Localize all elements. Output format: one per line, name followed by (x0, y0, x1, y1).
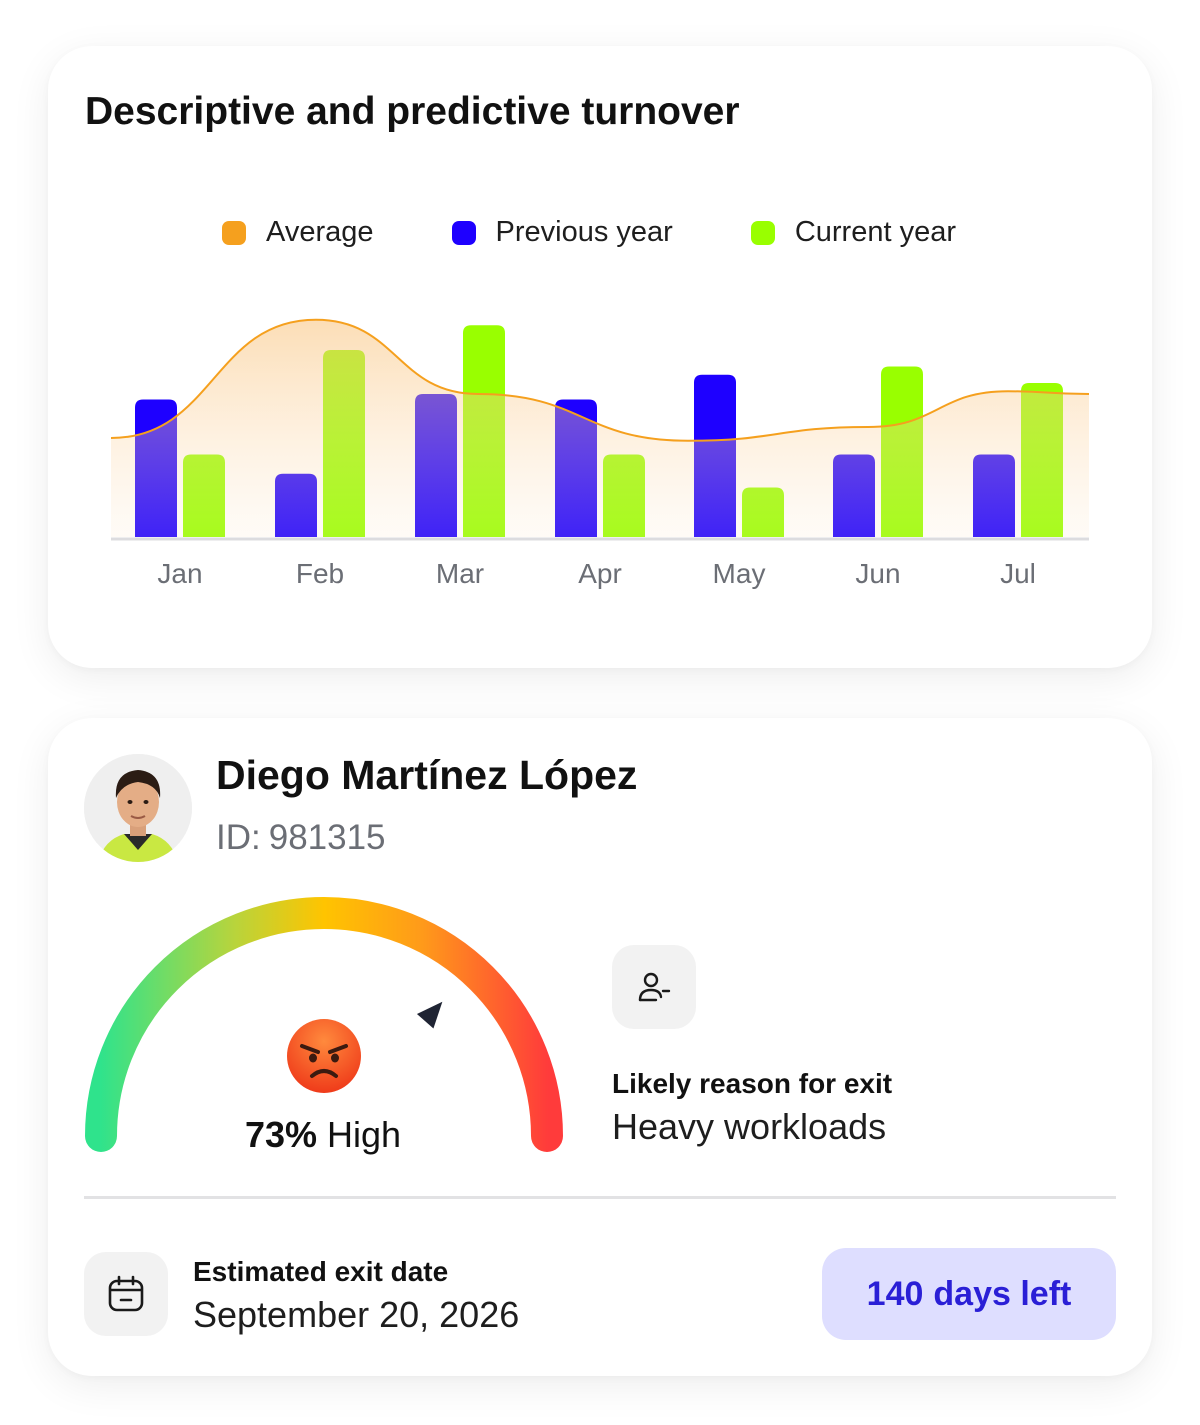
employee-id-value: 981315 (268, 818, 386, 857)
x-tick-label: May (713, 558, 766, 589)
chart-title: Descriptive and predictive turnover (85, 90, 740, 133)
average-area (111, 319, 1089, 537)
risk-score: 73% High (148, 1114, 498, 1156)
x-tick-label: Apr (578, 558, 622, 589)
exit-reason-label: Likely reason for exit (612, 1068, 893, 1099)
turnover-chart-card: Descriptive and predictive turnover Aver… (48, 46, 1152, 668)
x-tick-label: Jun (855, 558, 900, 589)
risk-percent: 73% (244, 1114, 317, 1155)
x-tick-label: Jul (1000, 558, 1036, 589)
chart-legend: Average Previous year Current year (222, 216, 956, 249)
legend-swatch-previous-year (451, 220, 476, 245)
gauge-pointer (416, 1001, 443, 1029)
gauge-arc (85, 897, 563, 1152)
legend-swatch-average (222, 220, 246, 245)
avatar-portrait (84, 754, 192, 862)
exit-date-label: Estimated exit date (193, 1256, 449, 1287)
risk-level: High (327, 1114, 402, 1155)
employee-name: Diego Martínez López (216, 752, 638, 798)
exit-reason-value: Heavy workloads (612, 1106, 887, 1147)
employee-id: ID: 981315 (216, 818, 386, 858)
legend-item-current-year: Current year (750, 216, 956, 249)
legend-item-previous-year: Previous year (451, 216, 673, 249)
x-tick-label: Mar (436, 558, 484, 589)
x-tick-label: Feb (296, 558, 344, 589)
avatar[interactable] (84, 754, 192, 862)
days-left-number: 140 (866, 1274, 924, 1313)
angry-face-icon (286, 1018, 362, 1094)
days-left-badge[interactable]: 140 days left (822, 1248, 1116, 1340)
legend-label-average: Average (266, 216, 374, 248)
legend-label-previous-year: Previous year (495, 216, 673, 248)
employee-id-prefix: ID: (216, 818, 261, 857)
legend-swatch-current-year (750, 220, 775, 245)
average-line (110, 318, 1090, 442)
x-tick-label: Jan (157, 558, 202, 589)
exit-date-value: September 20, 2026 (193, 1294, 520, 1335)
days-left-text: days left (933, 1274, 1072, 1313)
turnover-chart: Jan Feb Mar Apr May Jun Jul (110, 318, 1090, 589)
exit-date-icon-box (84, 1252, 168, 1336)
employee-risk-card: Diego Martínez López ID: 981315 (48, 718, 1152, 1376)
legend-label-current-year: Current year (794, 216, 956, 248)
legend-item-average: Average (222, 216, 374, 249)
exit-reason-icon-box (612, 945, 696, 1029)
user-minus-icon (638, 972, 671, 1002)
divider (84, 1196, 1116, 1199)
calendar-icon (108, 1275, 144, 1312)
risk-gauge (85, 897, 563, 1152)
